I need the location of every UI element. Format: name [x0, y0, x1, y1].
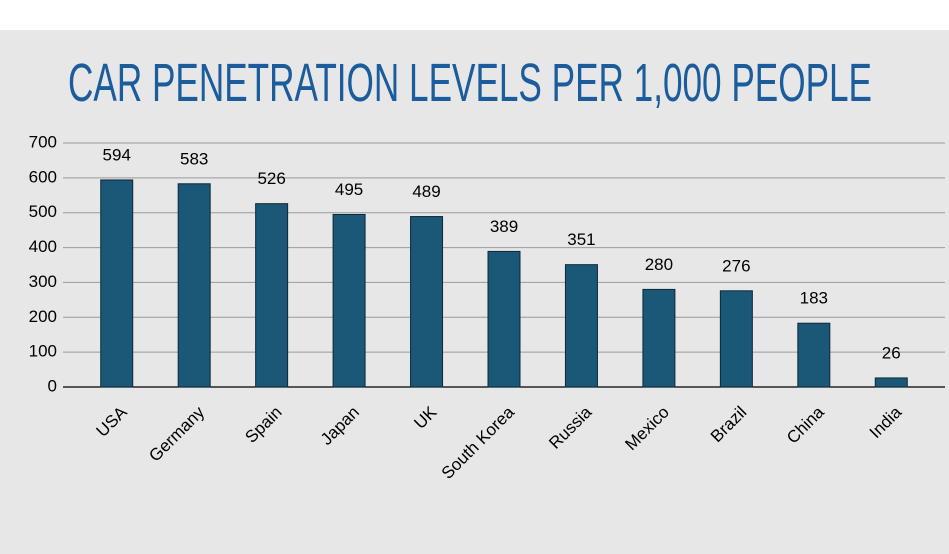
y-tick-label: 300: [29, 272, 57, 291]
data-label: 280: [645, 255, 673, 274]
bar: [332, 213, 366, 388]
y-tick-label: 700: [29, 132, 57, 151]
data-label: 26: [882, 343, 901, 362]
bar: [487, 250, 521, 388]
data-label: 495: [335, 180, 363, 199]
y-tick-label: 600: [29, 167, 57, 186]
bar: [177, 183, 211, 388]
data-label: 183: [800, 289, 828, 308]
chart-title: CAR PENETRATION LEVELS PER 1,000 PEOPLE: [68, 53, 872, 113]
bar: [642, 288, 676, 388]
bar: [797, 322, 831, 388]
data-label: 389: [490, 217, 518, 236]
y-tick-label: 400: [29, 237, 57, 256]
y-tick-label: 500: [29, 202, 57, 221]
bar: [564, 264, 598, 388]
data-label: 276: [722, 256, 750, 275]
bar: [255, 203, 289, 388]
y-tick-label: 0: [48, 376, 57, 395]
y-tick-label: 200: [29, 307, 57, 326]
bar: [874, 377, 908, 388]
bar: [719, 290, 753, 388]
bar: [100, 179, 134, 388]
y-tick-label: 100: [29, 342, 57, 361]
data-label: 489: [412, 182, 440, 201]
data-label: 351: [567, 230, 595, 249]
data-label: 526: [257, 169, 285, 188]
data-label: 583: [180, 149, 208, 168]
background: [0, 30, 949, 554]
bar: [410, 216, 444, 388]
data-label: 594: [103, 145, 131, 164]
